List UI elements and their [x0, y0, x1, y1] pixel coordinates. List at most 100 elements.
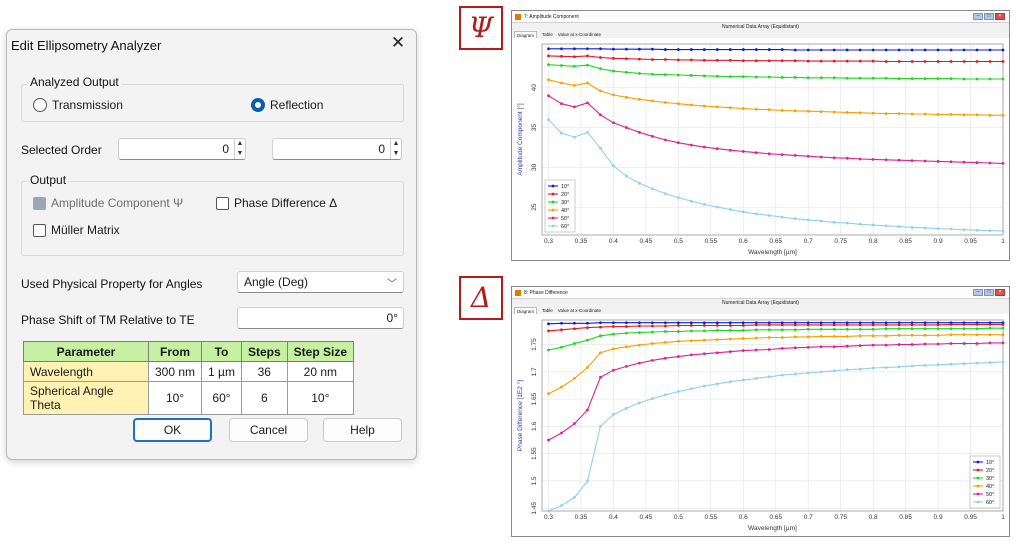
- amplitude-chart: 0.3 0.35 0.4 0.45 0.5 0.55 0.6 0.65 0.7 0.75 0.8 0.…: [512, 38, 1009, 260]
- data-point: [936, 48, 940, 52]
- data-point: [832, 156, 836, 160]
- cell-from[interactable]: 10°: [147, 381, 203, 415]
- selected-order-spinner-2[interactable]: ▲ ▼: [390, 139, 401, 159]
- close-icon[interactable]: ×: [995, 289, 1005, 296]
- reflection-radio[interactable]: Reflection: [251, 98, 323, 112]
- selected-order-input-2[interactable]: 0: [272, 138, 402, 160]
- data-point: [962, 113, 966, 117]
- close-icon[interactable]: ✕: [390, 33, 406, 52]
- cell-to[interactable]: 1 µm: [201, 361, 242, 382]
- legend-marker: [551, 184, 555, 188]
- x-tick-label: 0.95: [964, 514, 977, 521]
- data-point: [637, 97, 641, 101]
- data-point: [715, 328, 719, 332]
- muller-matrix-checkbox[interactable]: Müller Matrix: [33, 223, 120, 237]
- angles-select[interactable]: Angle (Deg) ﹀: [237, 271, 404, 293]
- spin-down-icon[interactable]: ▼: [236, 150, 244, 157]
- x-tick-label: 0.9: [934, 514, 943, 521]
- data-point: [650, 72, 654, 76]
- phase-difference-checkbox[interactable]: Phase Difference Δ: [216, 196, 337, 210]
- close-icon[interactable]: ×: [995, 13, 1005, 20]
- selected-order-value-2: 0: [378, 142, 385, 156]
- legend-entry: 20°: [561, 192, 569, 198]
- data-point: [625, 331, 628, 335]
- legend-marker: [976, 484, 980, 488]
- cell-steps[interactable]: 6: [240, 381, 288, 415]
- data-point: [910, 112, 914, 116]
- maximize-icon[interactable]: □: [984, 289, 994, 296]
- data-point: [884, 76, 888, 80]
- data-point: [1001, 161, 1005, 165]
- data-point: [897, 343, 901, 346]
- data-point: [560, 64, 563, 67]
- x-tick-label: 0.5: [674, 238, 683, 245]
- cancel-button[interactable]: Cancel: [229, 418, 308, 442]
- selected-order-spinner-1[interactable]: ▲ ▼: [234, 139, 245, 159]
- phase-shift-input[interactable]: 0°: [237, 307, 404, 329]
- data-point: [975, 228, 979, 232]
- data-point: [832, 220, 836, 224]
- minimize-icon[interactable]: –: [973, 289, 983, 296]
- tab-value-at-x[interactable]: Value at x-Coordinate: [557, 32, 601, 37]
- data-point: [910, 77, 914, 81]
- data-point: [780, 48, 784, 51]
- minimize-icon[interactable]: –: [973, 13, 983, 20]
- data-point: [650, 342, 654, 345]
- data-point: [793, 154, 797, 157]
- spin-down-icon[interactable]: ▼: [392, 150, 400, 157]
- transmission-radio[interactable]: Transmission: [33, 98, 123, 112]
- data-point: [1001, 229, 1005, 233]
- data-point: [547, 329, 550, 333]
- data-point: [625, 126, 628, 129]
- spin-up-icon[interactable]: ▲: [392, 140, 400, 147]
- x-tick-label: 0.9: [934, 238, 943, 245]
- selected-order-value-1: 0: [222, 142, 229, 156]
- data-point: [702, 58, 706, 62]
- tab-value-at-x[interactable]: Value at x-Coordinate: [557, 308, 601, 313]
- cell-step-size[interactable]: 20 nm: [286, 361, 355, 382]
- data-point: [923, 112, 927, 116]
- cell-from[interactable]: 300 nm: [147, 361, 203, 382]
- data-point: [858, 222, 862, 226]
- data-point: [663, 73, 667, 77]
- data-point: [819, 59, 823, 63]
- data-point: [612, 332, 615, 336]
- amplitude-checkbox[interactable]: Amplitude Component Ψ: [33, 196, 183, 210]
- tab-table[interactable]: Table: [542, 308, 553, 313]
- ok-button[interactable]: OK: [133, 418, 212, 442]
- data-point: [949, 362, 953, 366]
- data-point: [832, 110, 836, 114]
- data-point: [936, 321, 940, 325]
- data-point: [936, 342, 940, 346]
- legend-entry: 40°: [986, 484, 994, 490]
- tab-table[interactable]: Table: [542, 32, 553, 37]
- spin-up-icon[interactable]: ▲: [236, 140, 244, 147]
- data-point: [573, 327, 576, 331]
- x-tick-label: 0.55: [704, 238, 717, 245]
- data-point: [910, 364, 914, 368]
- data-point: [625, 345, 628, 349]
- tab-diagram[interactable]: Diagram: [514, 31, 538, 38]
- tab-diagram[interactable]: Diagram: [514, 307, 538, 314]
- cell-to[interactable]: 60°: [201, 381, 242, 415]
- cell-step-size[interactable]: 10°: [286, 381, 355, 415]
- data-point: [793, 328, 797, 332]
- help-button[interactable]: Help: [323, 418, 402, 442]
- data-point: [599, 146, 602, 150]
- data-point: [767, 323, 771, 327]
- selected-order-input-1[interactable]: 0: [118, 138, 246, 160]
- maximize-icon[interactable]: □: [984, 13, 994, 20]
- data-point: [962, 322, 966, 326]
- legend-marker: [551, 216, 555, 220]
- data-point: [1001, 341, 1005, 345]
- data-point: [547, 54, 550, 58]
- cell-steps[interactable]: 36: [240, 361, 288, 382]
- data-point: [754, 75, 758, 79]
- x-tick-label: 0.35: [575, 514, 588, 521]
- data-point: [949, 227, 953, 231]
- data-point: [586, 54, 589, 58]
- output-group: [21, 181, 404, 256]
- data-point: [599, 47, 602, 51]
- x-tick-label: 0.55: [704, 514, 717, 521]
- data-point: [858, 48, 862, 52]
